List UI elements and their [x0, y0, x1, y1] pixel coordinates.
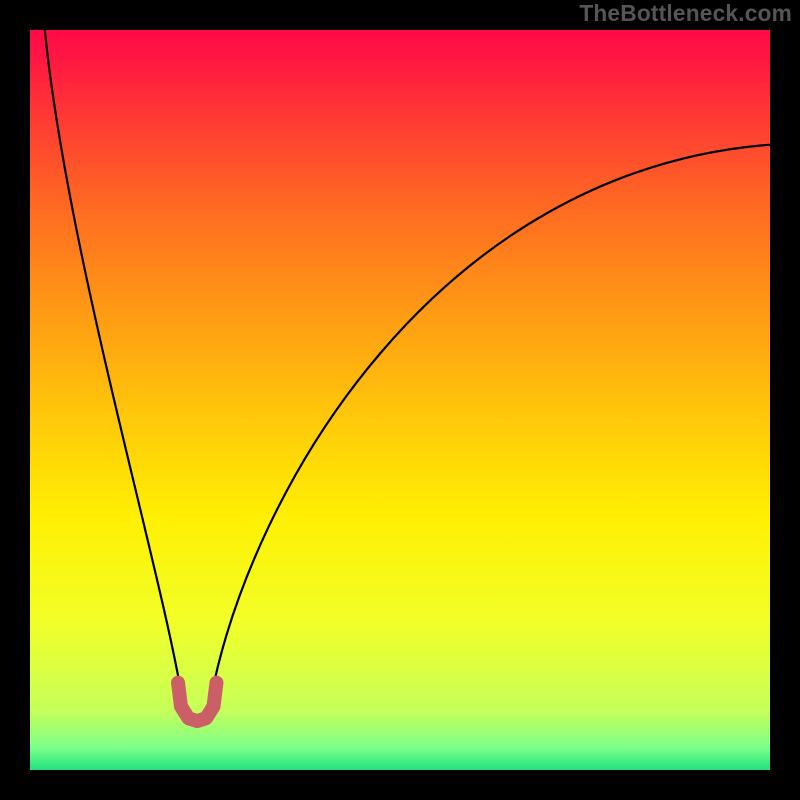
watermark-text: TheBottleneck.com	[579, 0, 792, 27]
plot-background	[30, 30, 770, 770]
bottleneck-chart	[0, 0, 800, 800]
stage: TheBottleneck.com	[0, 0, 800, 800]
